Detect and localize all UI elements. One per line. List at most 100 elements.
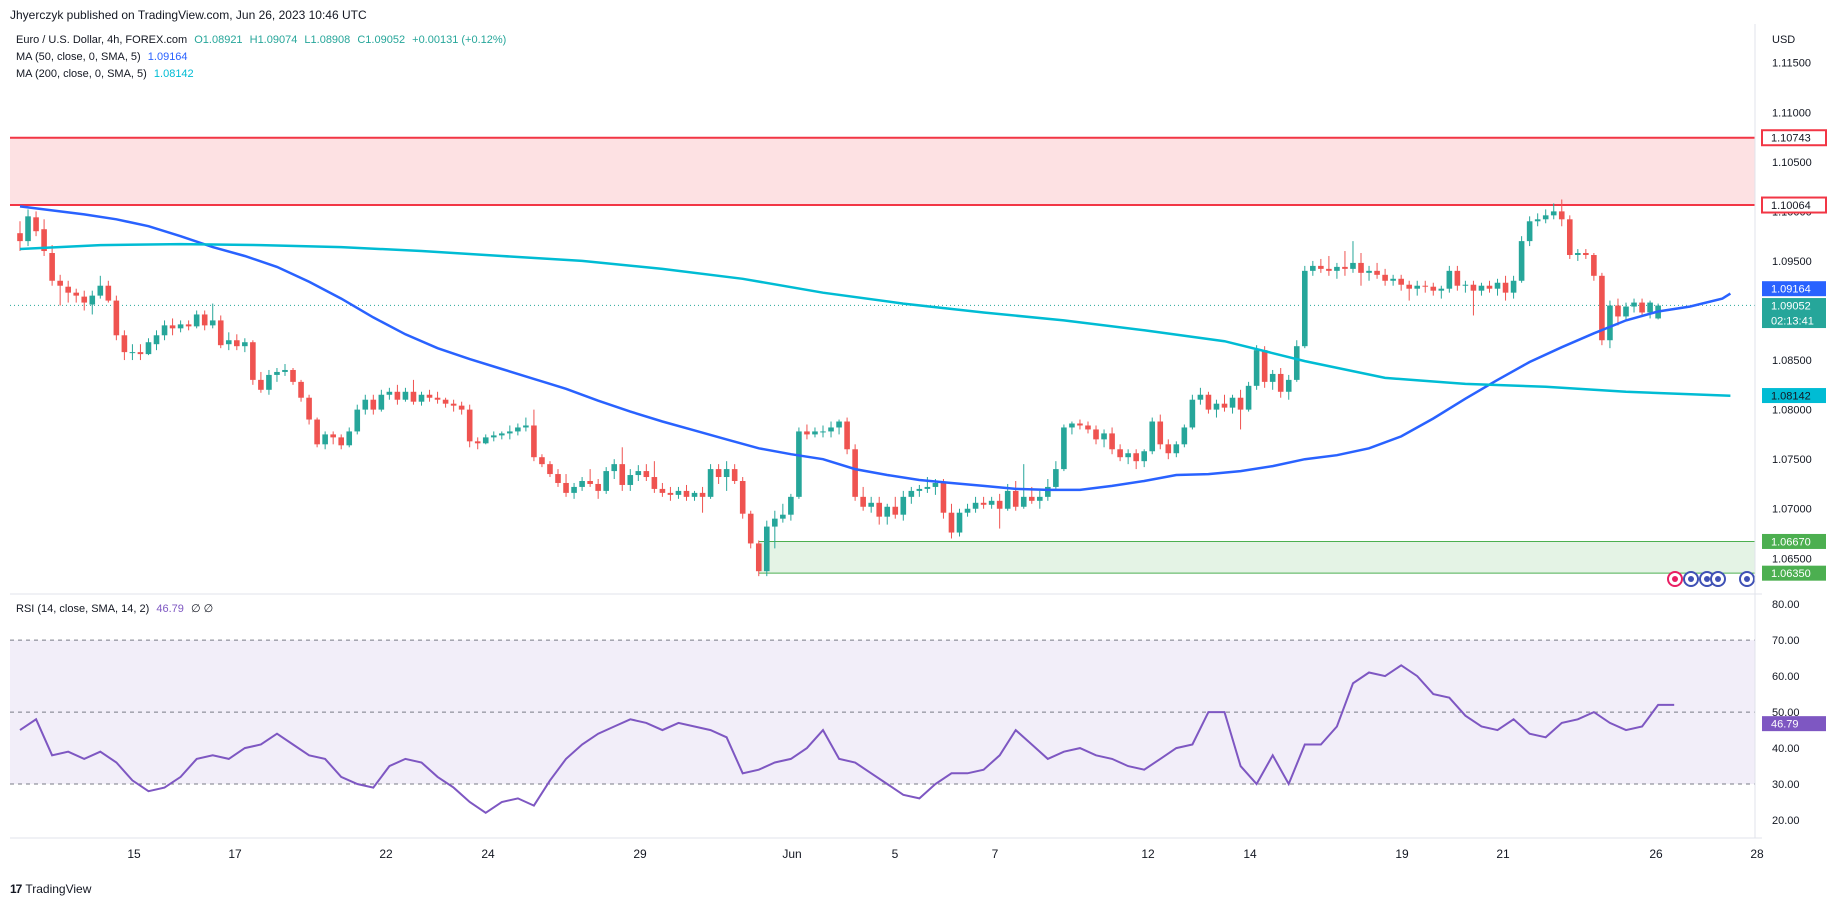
candle-body [145,342,152,355]
price-tick-label: 1.10500 [1772,157,1812,169]
candle-body [1261,350,1268,382]
candle-body [1237,397,1244,410]
candle-body [1221,403,1228,408]
candle-body [314,419,320,445]
time-tick-label: 12 [1141,847,1155,861]
candle-body [1615,305,1621,317]
flash-event-icon-dot [1672,576,1678,582]
countdown-text: 02:13:41 [1771,316,1814,328]
candle-body [217,320,224,346]
candle-body [1502,282,1509,293]
candle-body [1599,275,1605,341]
candle-body [25,216,31,242]
candle-body [1125,453,1131,458]
rsi-line [19,664,1675,815]
candle-body [250,342,256,380]
candle-body [418,394,425,402]
candle-body [1101,433,1107,440]
candle-body [852,449,858,497]
price-tag-text: 1.09164 [1771,284,1811,296]
ma200-legend[interactable]: MA (200, close, 0, SMA, 5) 1.08142 [16,68,194,80]
ma200-label: MA (200, close, 0, SMA, 5) [16,68,147,80]
candle-body [812,431,818,435]
rsi-legend[interactable]: RSI (14, close, SMA, 14, 2) 46.79 ∅ ∅ [16,602,213,615]
candle-body [330,434,336,438]
candle-body [683,490,690,497]
candle-body [1245,385,1252,410]
candle-body [964,508,971,513]
candle-body [1037,496,1043,501]
candle-body [1117,449,1123,458]
price-tag-box [1761,196,1827,214]
candle-body [603,471,609,491]
rsi-tick-label: 80.00 [1772,599,1800,611]
resistance-zone [10,137,1755,206]
rsi-label: RSI (14, close, SMA, 14, 2) [16,603,150,615]
candle-body [844,421,850,450]
candle-body [1109,433,1115,450]
candle-body [1478,285,1485,291]
time-tick-label: 24 [481,847,495,861]
candle-body [1181,427,1188,445]
time-tick-label: 26 [1649,847,1663,861]
candle-body [884,506,891,517]
ohlc-close: C1.09052 [357,34,406,46]
candle-body [659,488,666,493]
candle-body [515,427,521,432]
candle-body [723,469,730,478]
candle-body [924,486,931,489]
candle-body [868,502,874,507]
tradingview-logo-icon: 17 [10,882,22,896]
symbol-name[interactable]: Euro / U.S. Dollar, 4h, FOREX.com [16,34,188,46]
candle-body [426,394,433,398]
tradingview-footer[interactable]: 17 TradingView [10,882,91,896]
rsi-tick-label: 50.00 [1772,707,1800,719]
price-tick-label: 1.07500 [1772,454,1812,466]
ma200-line [19,242,1731,397]
price-tag-box [1762,281,1826,297]
candle-body [667,492,674,495]
candle-body [362,399,369,410]
candle-body [394,391,401,400]
price-tick-label: 1.08500 [1772,355,1812,367]
candle-body [675,490,682,495]
rsi-tick-label: 40.00 [1772,743,1800,755]
candle-body [193,314,200,327]
candle-body [1623,306,1629,317]
candle-body [996,500,1003,509]
candle-body [41,229,47,252]
candle-body [820,431,826,433]
candle-body [1366,270,1372,273]
candle-body [972,502,979,509]
time-tick-label: 7 [992,847,999,861]
ma200-value: 1.08142 [153,68,194,80]
price-tick-label: 1.08000 [1772,405,1812,417]
flag-event-icon-dot [1688,576,1694,582]
candle-body [980,502,987,505]
candle-body [523,425,529,428]
price-tag-text: 1.06670 [1771,536,1811,548]
price-tag-box [1762,388,1826,404]
candle-body [715,469,722,478]
ma50-legend[interactable]: MA (50, close, 0, SMA, 5) 1.09164 [16,51,188,63]
candle-body [153,335,160,345]
candle-body [121,335,128,353]
ohlc-open: O1.08921 [194,34,243,46]
candle-body [378,394,385,410]
candle-body [1422,285,1429,287]
candle-body [1253,350,1260,386]
candle-body [1382,274,1388,281]
rsi-pane [10,639,1755,815]
time-tick-label: 19 [1395,847,1409,861]
candle-body [1149,421,1156,452]
candle-body [1310,265,1316,271]
candle-body [571,486,577,493]
candle-body [402,391,409,400]
price-tick-label: 1.07000 [1772,504,1812,516]
candle-body [948,512,955,533]
candle-body [1558,211,1565,220]
flag-event-icon-dot [1715,576,1721,582]
candle-body [627,475,634,485]
candle-body [988,500,995,505]
